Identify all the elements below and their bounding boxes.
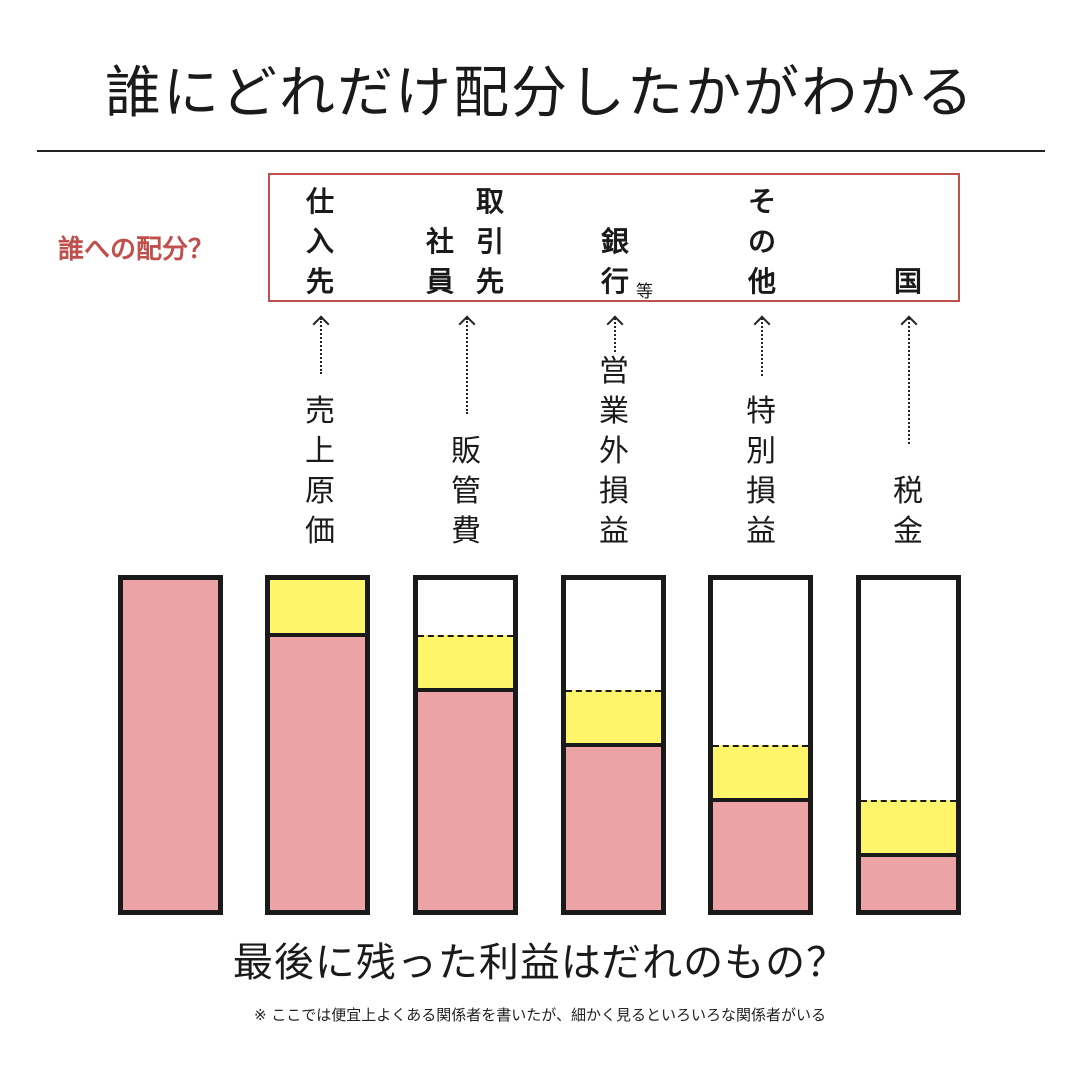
recipient-banks-suffix: 等 — [636, 282, 653, 302]
arrowhead — [312, 315, 330, 333]
category-char: 特 — [746, 394, 776, 429]
category-sga: 販 管 費 — [444, 432, 488, 552]
recipient-char: 取 — [475, 185, 504, 218]
recipient-char: 引 — [475, 225, 504, 258]
category-char: 費 — [451, 514, 481, 549]
allocation-label: 誰への配分？ — [58, 235, 215, 265]
category-cogs: 売 上 原 価 — [298, 392, 342, 552]
page-title: 誰にどれだけ配分したかがわかる — [105, 61, 975, 126]
bar-5 — [708, 575, 813, 915]
recipient-suppliers: 仕 入 先 — [300, 182, 340, 302]
recipient-char: の — [747, 225, 776, 258]
bar-deducted-segment — [270, 580, 365, 637]
category-char: 金 — [893, 514, 923, 549]
arrow-line — [466, 318, 468, 414]
category-char: 価 — [305, 514, 335, 549]
recipient-char: 入 — [305, 225, 334, 258]
recipient-char: 先 — [305, 265, 334, 298]
bar-remaining-segment — [861, 855, 956, 910]
recipient-partners: 取 引 先 — [470, 182, 510, 302]
bar-deducted-segment — [418, 635, 513, 692]
recipient-char: 仕 — [305, 185, 334, 218]
bar-3 — [413, 575, 518, 915]
category-char: 益 — [746, 514, 776, 549]
recipient-banks: 銀 行 — [595, 222, 635, 302]
bar-remaining-segment — [566, 745, 661, 910]
category-char: 販 — [451, 434, 481, 469]
recipients-box — [268, 173, 960, 302]
recipient-char: 社 — [425, 225, 454, 258]
bar-remaining-segment — [713, 800, 808, 910]
category-extraordinary: 特 別 損 益 — [739, 392, 783, 552]
category-char: 別 — [746, 434, 776, 469]
arrowhead — [606, 315, 624, 333]
bar-remaining-segment — [418, 690, 513, 910]
category-char: 損 — [746, 474, 776, 509]
recipient-char: 員 — [425, 265, 454, 298]
category-char: 損 — [599, 474, 629, 509]
recipient-char: 先 — [475, 265, 504, 298]
arrowhead — [753, 315, 771, 333]
arrowhead — [458, 315, 476, 333]
bar-remaining-segment — [123, 580, 218, 910]
category-nonoperating: 営 業 外 損 益 — [592, 352, 636, 552]
category-char: 管 — [451, 474, 481, 509]
bar-deducted-segment — [566, 690, 661, 747]
bar-1 — [118, 575, 223, 915]
bar-4 — [561, 575, 666, 915]
recipient-employees: 社 員 — [420, 222, 460, 302]
footnote: ※ ここでは便宜上よくある関係者を書いたが、細かく見るといろいろな関係者がいる — [253, 1006, 827, 1024]
arrow-line — [908, 318, 910, 444]
category-char: 上 — [305, 434, 335, 469]
recipient-government: 国 — [888, 262, 928, 302]
recipient-char: 国 — [893, 265, 922, 298]
recipient-char: そ — [747, 185, 776, 218]
bar-2 — [265, 575, 370, 915]
category-char: 外 — [599, 434, 629, 469]
bar-remaining-segment — [270, 635, 365, 910]
category-char: 益 — [599, 514, 629, 549]
bar-deducted-segment — [713, 745, 808, 802]
category-char: 原 — [305, 474, 335, 509]
arrow-line — [761, 318, 763, 376]
category-char: 売 — [305, 394, 335, 429]
arrow-line — [320, 318, 322, 374]
arrow-line — [614, 318, 616, 352]
category-tax: 税 金 — [886, 472, 930, 552]
category-char: 税 — [893, 474, 923, 509]
recipient-char: 他 — [747, 265, 776, 298]
arrowhead — [900, 315, 918, 333]
bar-deducted-segment — [861, 800, 956, 857]
bar-6 — [856, 575, 961, 915]
closing-question: 最後に残った利益はだれのもの？ — [232, 940, 848, 986]
recipient-others: そ の 他 — [742, 182, 782, 302]
recipient-char: 銀 — [600, 225, 629, 258]
title-divider — [37, 150, 1045, 152]
category-char: 営 — [599, 354, 629, 389]
recipient-char: 行 — [600, 265, 629, 298]
category-char: 業 — [599, 394, 629, 429]
